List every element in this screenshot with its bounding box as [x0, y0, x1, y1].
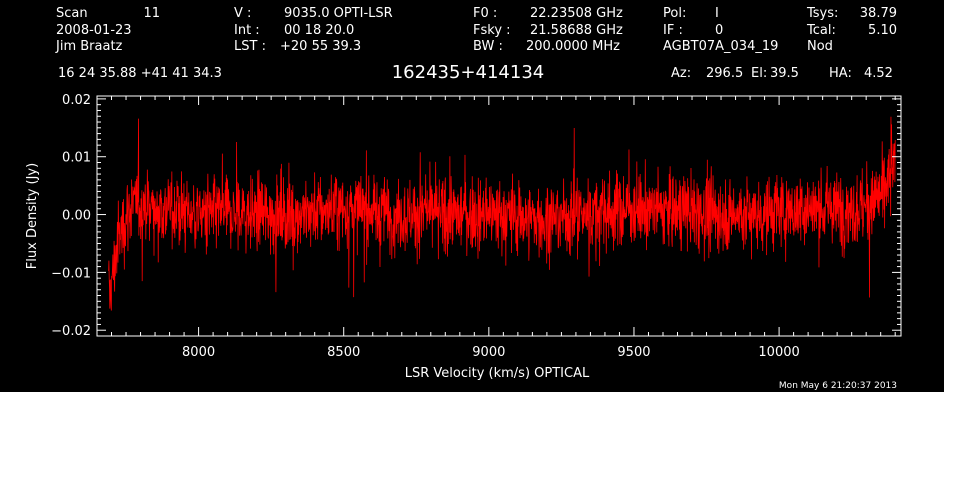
flux-series-group: [108, 116, 896, 311]
axis-ticks-group: 8000 8500 9000 9500 10000 −0.02 −0.01 0.00 0.01 0…: [51, 93, 901, 360]
bw-value: 200.0000 MHz: [526, 39, 620, 54]
if-value: 0: [715, 23, 723, 38]
obs-mode: Nod: [807, 39, 833, 54]
ha-value: 4.52: [864, 66, 893, 81]
scan-value: 11: [143, 6, 160, 21]
int-label: Int :: [234, 23, 260, 38]
project-id: AGBT07A_034_19: [663, 39, 778, 54]
if-label: IF :: [663, 23, 683, 38]
el-value: 39.5: [770, 66, 799, 81]
flux-density-series-line: [108, 116, 896, 311]
x-axis-label: LSR Velocity (km/s) OPTICAL: [405, 366, 590, 381]
lst-value: +20 55 39.3: [280, 39, 361, 54]
el-label: El:: [751, 66, 767, 81]
x-tick-label: 8500: [327, 345, 360, 360]
pol-label: Pol:: [663, 6, 686, 21]
scan-label: Scan: [56, 6, 88, 21]
spectrum-plot: Scan 11 2008-01-23 Jim Braatz V : 9035.0…: [25, 6, 902, 391]
y-axis-label: Flux Density (Jy): [25, 163, 40, 269]
pol-value: I: [715, 6, 719, 21]
source-name: 162435+414134: [392, 62, 545, 83]
y-tick-label: 0.01: [62, 151, 91, 166]
y-tick-label: −0.02: [51, 324, 91, 339]
fsky-label: Fsky :: [473, 23, 511, 38]
tcal-value: 5.10: [868, 23, 897, 38]
v-value: 9035.0 OPTI-LSR: [284, 6, 393, 21]
f0-value: 22.23508 GHz: [530, 6, 623, 21]
ha-label: HA:: [829, 66, 852, 81]
az-value: 296.5: [706, 66, 743, 81]
tsys-value: 38.79: [860, 6, 897, 21]
f0-label: F0 :: [473, 6, 497, 21]
y-tick-label: −0.01: [51, 266, 91, 281]
tcal-label: Tcal:: [806, 23, 836, 38]
observation-date: 2008-01-23: [56, 23, 132, 38]
x-tick-label: 8000: [182, 345, 215, 360]
plot-timestamp: Mon May 6 21:20:37 2013: [779, 381, 897, 391]
az-label: Az:: [671, 66, 691, 81]
x-tick-label: 9500: [617, 345, 650, 360]
v-label: V :: [234, 6, 251, 21]
fsky-value: 21.58688 GHz: [530, 23, 623, 38]
lst-label: LST :: [234, 39, 266, 54]
int-value: 00 18 20.0: [284, 23, 354, 38]
tsys-label: Tsys:: [806, 6, 838, 21]
y-tick-label: 0.00: [62, 209, 91, 224]
spectrum-plot-window: Scan 11 2008-01-23 Jim Braatz V : 9035.0…: [0, 0, 944, 392]
x-tick-label: 9000: [472, 345, 505, 360]
plot-frame: [96, 95, 902, 337]
observer-name: Jim Braatz: [55, 39, 123, 54]
x-tick-label: 10000: [758, 345, 799, 360]
bw-label: BW :: [473, 39, 503, 54]
source-coordinates: 16 24 35.88 +41 41 34.3: [58, 66, 222, 81]
y-tick-label: 0.02: [62, 93, 91, 108]
